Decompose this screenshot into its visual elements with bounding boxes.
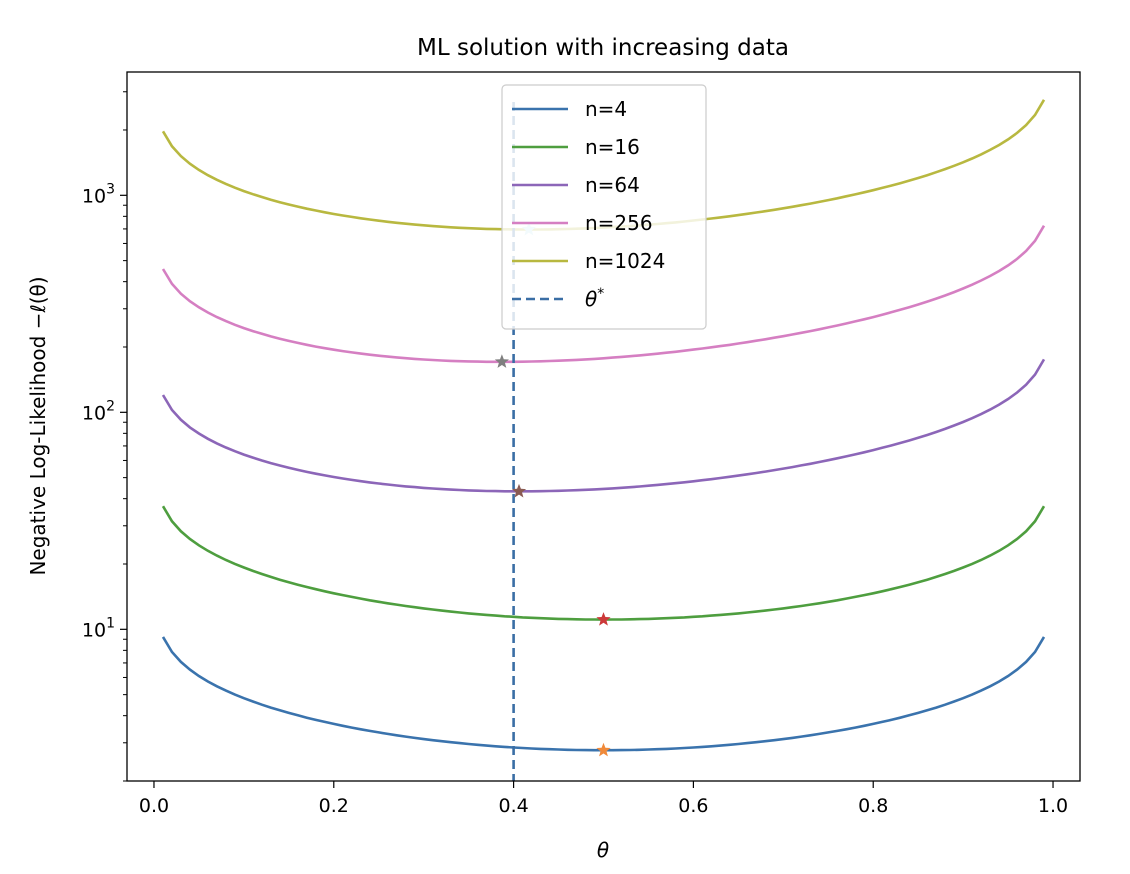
legend-label: n=16 (585, 135, 640, 159)
x-tick-label: 0.4 (498, 795, 528, 817)
y-tick-label: 102 (82, 398, 115, 424)
legend-label: n=4 (585, 97, 627, 121)
x-tick-label: 1.0 (1038, 795, 1068, 817)
mle-star-2 (511, 483, 527, 498)
x-axis: 0.0 0.2 0.4 0.6 0.8 1.0 (139, 781, 1068, 817)
series-line-0 (161, 636, 1046, 752)
series-line-1 (161, 505, 1046, 621)
y-tick-label: 103 (82, 181, 115, 207)
series-line-3 (161, 225, 1046, 364)
mle-star-1 (596, 612, 611, 626)
legend-label: n=64 (585, 173, 640, 197)
y-axis: 101 102 103 (82, 91, 127, 782)
axes-frame (126, 71, 1081, 782)
mle-star-3 (494, 354, 509, 368)
legend-label: n=1024 (585, 249, 665, 273)
x-tick-label: 0.8 (858, 795, 888, 817)
series-line-2 (161, 358, 1046, 493)
x-tick-label: 0.6 (678, 795, 708, 817)
y-axis-label: Negative Log-Likelihood −ℓ(θ) (26, 276, 50, 575)
y-tick-label: 101 (82, 615, 115, 641)
legend-label: n=256 (585, 211, 653, 235)
chart-title: ML solution with increasing data (417, 35, 789, 61)
x-axis-label: θ (597, 838, 609, 862)
x-tick-label: 0.0 (139, 795, 169, 817)
mle-star-0 (596, 742, 611, 757)
x-tick-label: 0.2 (319, 795, 349, 817)
